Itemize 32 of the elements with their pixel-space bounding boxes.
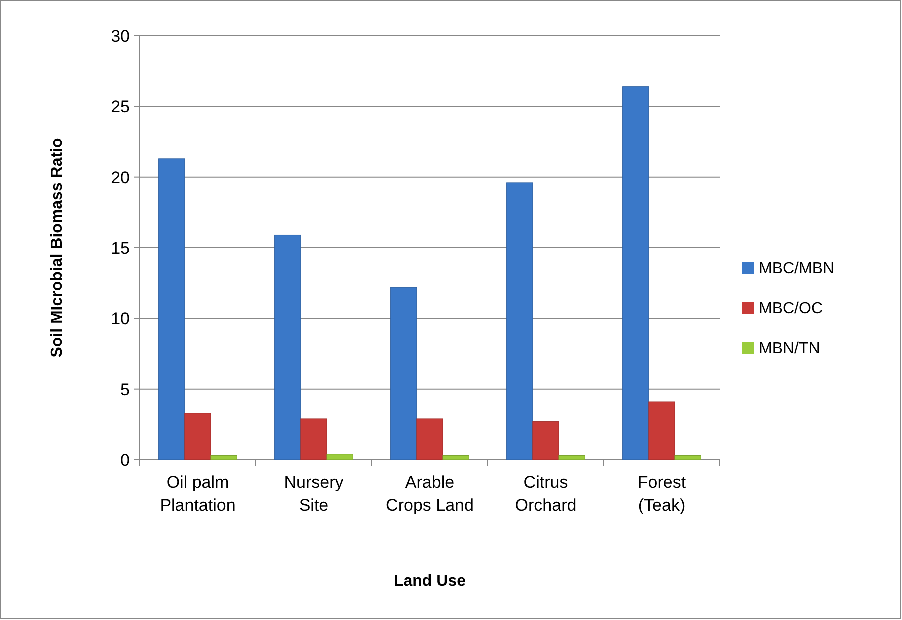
x-tick-label: Oil palm Plantation — [160, 473, 236, 515]
x-axis-title: Land Use — [394, 573, 466, 590]
bar — [532, 422, 560, 460]
y-tick-label: 5 — [120, 380, 130, 400]
x-tick-label: Forest (Teak) — [638, 473, 686, 515]
y-tick-label: 25 — [111, 98, 130, 117]
x-tick-label: Citrus Orchard — [515, 473, 577, 515]
y-tick-label: 30 — [111, 26, 130, 46]
legend-label: MBN/TN — [759, 340, 820, 358]
bar — [648, 402, 676, 460]
bar — [274, 234, 302, 460]
y-tick-label: 20 — [111, 168, 130, 188]
bar — [326, 454, 354, 460]
bar — [184, 413, 212, 460]
y-tick-label: 0 — [120, 450, 130, 470]
legend-label: MBC/OC — [759, 300, 823, 318]
bar — [390, 287, 418, 460]
x-tick-label: Arable Crops Land — [386, 473, 474, 515]
bar — [622, 86, 650, 460]
legend-label: MBC/MBN — [759, 260, 835, 278]
bar — [442, 455, 470, 460]
bar — [210, 455, 238, 460]
bar — [506, 182, 534, 460]
x-tick-label: Nursery Site — [284, 473, 344, 515]
y-axis-title: Soil MIcrobial Biomass Ratio — [49, 138, 66, 358]
bar — [300, 418, 328, 460]
bar — [674, 455, 702, 460]
bar — [158, 158, 186, 460]
bar — [416, 418, 444, 460]
y-tick-label: 15 — [111, 238, 130, 258]
y-tick-label: 10 — [111, 310, 130, 329]
bar — [558, 455, 586, 460]
